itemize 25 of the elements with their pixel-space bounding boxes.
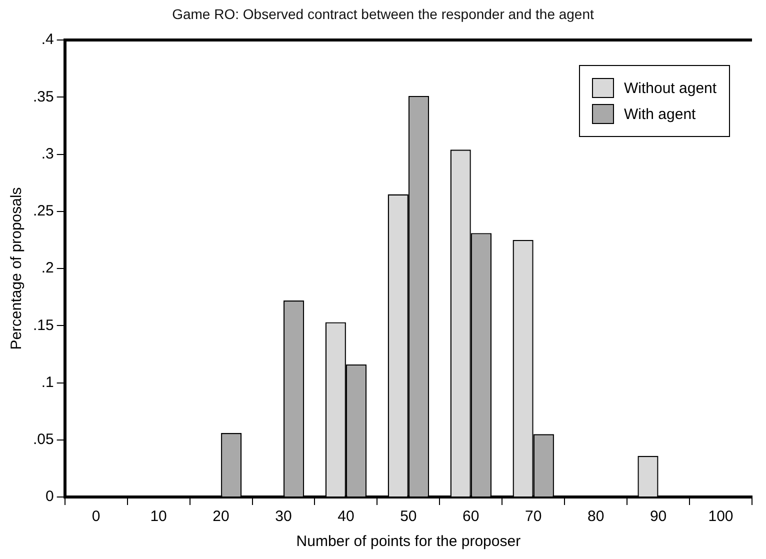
y-tick-label: .35 [32, 88, 54, 106]
y-tick-label: .05 [32, 431, 54, 448]
y-tick-label: .3 [41, 145, 54, 162]
x-tick-label: 30 [275, 508, 292, 526]
x-tick-label: 10 [150, 508, 167, 526]
legend-label: With agent [624, 106, 696, 122]
x-tick-label: 60 [462, 508, 480, 526]
x-tick-label: 70 [525, 508, 542, 526]
y-tick-label: 0 [46, 488, 54, 506]
chart-title: Game RO: Observed contract between the responder and the agent [171, 6, 595, 22]
y-tick-label: .1 [41, 374, 54, 391]
x-tick-label: 20 [212, 508, 230, 526]
legend-label: Without agent [624, 80, 717, 96]
x-tick-label: 0 [92, 508, 100, 526]
x-tick-label: 100 [708, 508, 734, 526]
x-tick-label: 90 [650, 508, 667, 526]
y-tick-label: .25 [32, 202, 54, 220]
x-tick-label: 80 [587, 508, 604, 526]
y-axis-title: Percentage of proposals [8, 187, 26, 350]
x-tick-label: 50 [400, 508, 417, 526]
y-tick-label: .15 [32, 316, 54, 334]
x-axis-title: Number of points for the proposer [296, 533, 521, 550]
y-tick-label: .2 [41, 260, 54, 277]
y-tick-label: .4 [41, 31, 54, 48]
x-tick-label: 40 [338, 508, 354, 526]
